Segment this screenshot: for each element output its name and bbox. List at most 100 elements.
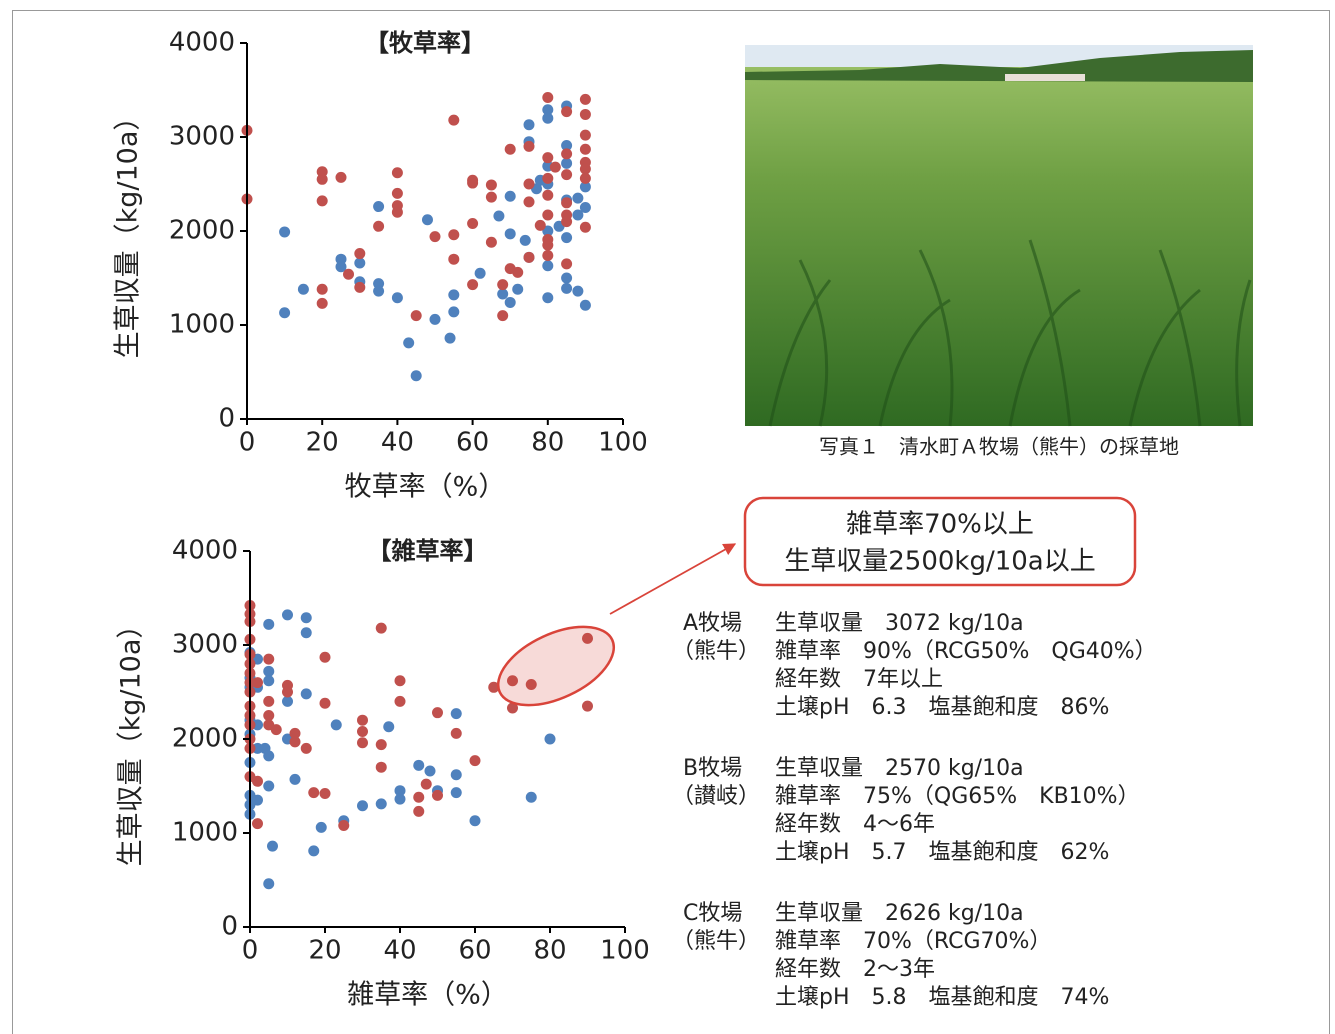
point xyxy=(542,292,553,303)
point xyxy=(373,221,384,232)
point xyxy=(505,228,516,239)
point xyxy=(316,822,327,833)
point xyxy=(354,282,365,293)
chart-title: 【牧草率】 xyxy=(365,29,485,57)
point xyxy=(580,163,591,174)
y-tick-label: 0 xyxy=(218,404,235,434)
y-tick-label: 2000 xyxy=(169,216,235,246)
point xyxy=(392,167,403,178)
point xyxy=(252,677,263,688)
point xyxy=(542,210,553,221)
callout-line: 雑草率70%以上 xyxy=(846,510,1034,540)
point xyxy=(493,210,504,221)
point xyxy=(298,284,309,295)
point xyxy=(403,337,414,348)
point xyxy=(271,724,282,735)
point xyxy=(252,776,263,787)
point xyxy=(317,284,328,295)
point xyxy=(357,715,368,726)
point xyxy=(561,232,572,243)
x-tick-label: 60 xyxy=(458,936,491,966)
point xyxy=(252,795,263,806)
point xyxy=(524,119,535,130)
chart-title: 【雑草率】 xyxy=(368,537,488,565)
point xyxy=(580,173,591,184)
point xyxy=(448,229,459,240)
point xyxy=(317,195,328,206)
point xyxy=(520,235,531,246)
point xyxy=(430,314,441,325)
point xyxy=(561,158,572,169)
point xyxy=(580,94,591,105)
point xyxy=(301,688,312,699)
x-axis-label: 雑草率（%） xyxy=(347,980,508,1011)
point xyxy=(486,237,497,248)
point xyxy=(395,696,406,707)
point xyxy=(357,737,368,748)
point xyxy=(497,288,508,299)
y-tick-label: 1000 xyxy=(172,818,238,848)
point xyxy=(561,283,572,294)
farm-detail: 経年数 2～3年 xyxy=(775,957,935,982)
point xyxy=(395,675,406,686)
point xyxy=(392,207,403,218)
point xyxy=(580,222,591,233)
farm-detail: 雑草率 75%（QG65% KB10%） xyxy=(775,784,1140,809)
point xyxy=(373,201,384,212)
point xyxy=(383,721,394,732)
point xyxy=(376,798,387,809)
point xyxy=(282,696,293,707)
series xyxy=(242,92,591,321)
series xyxy=(245,609,556,889)
point xyxy=(376,762,387,773)
point xyxy=(542,240,553,251)
point xyxy=(451,787,462,798)
x-tick-label: 80 xyxy=(531,428,564,458)
point xyxy=(561,258,572,269)
point xyxy=(430,231,441,242)
farm-detail: 土壌pH 5.8 塩基飽和度 74% xyxy=(775,985,1109,1010)
point xyxy=(526,792,537,803)
point xyxy=(505,144,516,155)
point xyxy=(542,152,553,163)
point xyxy=(301,743,312,754)
point xyxy=(422,214,433,225)
point xyxy=(317,174,328,185)
farm-area: （熊牛） xyxy=(672,929,760,954)
point xyxy=(497,279,508,290)
y-tick-label: 1000 xyxy=(169,310,235,340)
point xyxy=(263,710,274,721)
point xyxy=(392,292,403,303)
point xyxy=(535,220,546,231)
point xyxy=(467,279,478,290)
point xyxy=(395,794,406,805)
point xyxy=(392,188,403,199)
farm-detail: 雑草率 70%（RCG70%） xyxy=(775,929,1051,954)
point xyxy=(338,820,349,831)
point xyxy=(580,144,591,155)
x-axis-label: 牧草率（%） xyxy=(345,472,506,503)
point xyxy=(263,619,274,630)
point xyxy=(512,284,523,295)
point xyxy=(301,612,312,623)
point xyxy=(411,370,422,381)
point xyxy=(580,202,591,213)
point xyxy=(263,781,274,792)
point xyxy=(486,192,497,203)
photo-caption: 写真１ 清水町Ａ牧場（熊牛）の採草地 xyxy=(819,435,1179,459)
point xyxy=(448,115,459,126)
point xyxy=(542,173,553,184)
farm-name: C牧場 xyxy=(683,901,742,926)
point xyxy=(561,106,572,117)
point xyxy=(561,148,572,159)
point xyxy=(470,815,481,826)
point xyxy=(411,310,422,321)
point xyxy=(290,774,301,785)
point xyxy=(282,687,293,698)
point xyxy=(470,755,481,766)
point xyxy=(451,728,462,739)
point xyxy=(561,216,572,227)
figure: 写真１ 清水町Ａ牧場（熊牛）の採草地 雑草率70%以上 生草収量2500kg/1… xyxy=(0,0,1335,1034)
point xyxy=(542,190,553,201)
x-tick-label: 60 xyxy=(456,428,489,458)
